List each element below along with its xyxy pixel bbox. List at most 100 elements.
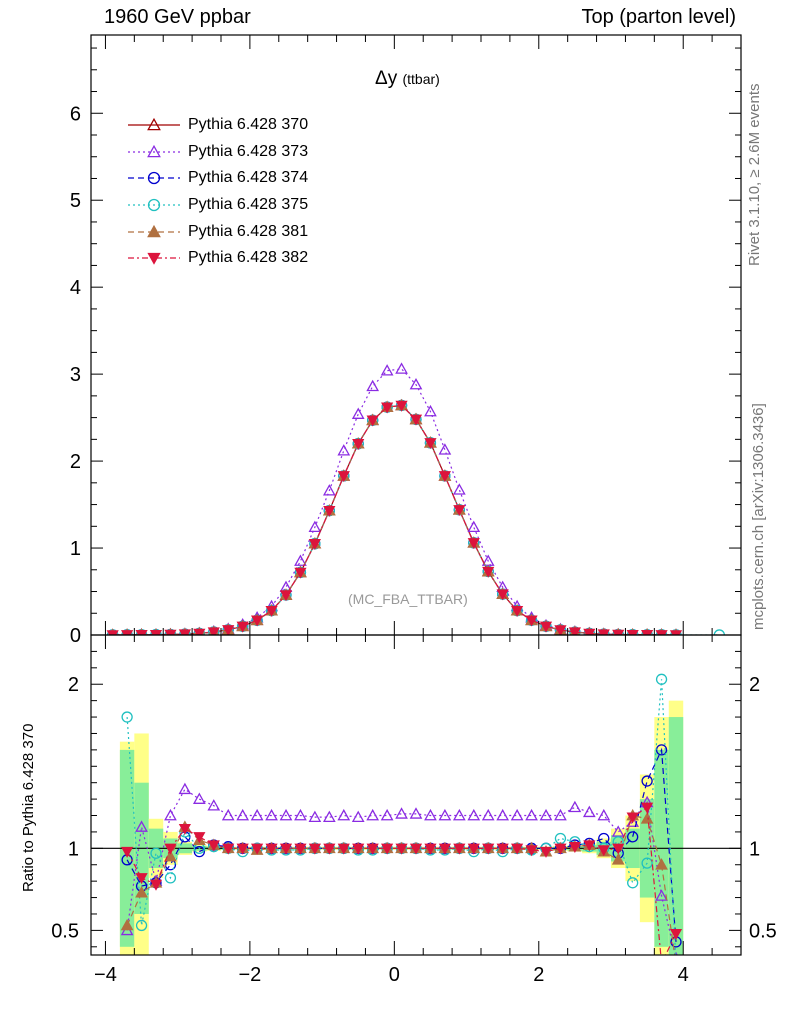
main-y-tick-label: 5 — [70, 190, 81, 212]
data-point — [366, 415, 379, 427]
data-point — [424, 404, 437, 417]
data-point — [626, 629, 639, 635]
data-point — [568, 627, 581, 635]
ratio-point — [496, 808, 510, 821]
legend-entry: Pythia 6.428 375 — [126, 192, 308, 219]
legend-entry: Pythia 6.428 373 — [126, 139, 308, 166]
data-point — [669, 630, 683, 635]
legend-entry: Pythia 6.428 370 — [126, 112, 308, 139]
ratio-point — [525, 808, 538, 821]
ratio-point — [149, 879, 163, 891]
ratio-point — [424, 843, 437, 855]
ratio-point — [381, 843, 394, 855]
plot-title-main: Δy — [375, 68, 398, 89]
ratio-point — [626, 812, 639, 824]
legend-marker-370 — [128, 118, 180, 131]
data-point — [352, 438, 365, 450]
ratio-point — [250, 808, 264, 821]
data-point — [337, 444, 351, 456]
ratio-point — [164, 849, 177, 862]
data-point — [207, 627, 220, 635]
ratio-point — [193, 845, 205, 858]
data-point — [496, 589, 509, 601]
ratio-y-tick-label: 2 — [749, 674, 760, 696]
ratio-point — [641, 857, 653, 869]
ratio-point — [164, 872, 177, 884]
collision-label: 1960 GeV ppbar — [104, 6, 251, 28]
ratio-point — [510, 808, 524, 821]
main-y-tick-label: 3 — [70, 364, 81, 386]
ratio-point — [656, 959, 667, 968]
ratio-point — [655, 889, 668, 901]
legend-entry: Pythia 6.428 374 — [126, 165, 308, 192]
ratio-point — [150, 847, 162, 859]
legend-symbol — [147, 253, 161, 266]
data-point — [511, 605, 524, 617]
data-point — [583, 628, 596, 635]
ratio-point — [279, 843, 293, 855]
ratio-point — [265, 843, 278, 855]
data-point — [149, 629, 163, 635]
ratio-point — [308, 843, 321, 855]
data-point — [438, 443, 452, 455]
data-point — [409, 414, 423, 426]
ratio-point — [482, 843, 495, 855]
ratio-point — [467, 808, 481, 821]
ratio-point — [641, 775, 653, 787]
ratio-point — [655, 858, 668, 870]
ratio-point — [221, 808, 235, 821]
ratio-point — [467, 843, 480, 855]
data-point — [612, 629, 625, 635]
rivet-version-label: Rivet 3.1.10, ≥ 2.6M events — [746, 83, 763, 267]
ratio-point — [582, 805, 596, 818]
ratio-series — [120, 673, 683, 968]
data-point — [308, 538, 321, 550]
ratio-point — [554, 808, 567, 821]
data-point — [164, 629, 177, 635]
legend-entry: Pythia 6.428 381 — [126, 218, 308, 245]
ratio-y-tick-label: 0.5 — [51, 920, 79, 942]
observable-label: Top (parton level) — [581, 6, 736, 28]
ratio-point — [583, 840, 596, 852]
ratio-point — [627, 877, 639, 889]
data-point — [395, 362, 408, 374]
ratio-line-3 — [126, 814, 676, 955]
legend-label-373: Pythia 6.428 373 — [188, 142, 309, 160]
ratio-point — [640, 812, 654, 824]
ratio-point — [452, 808, 466, 821]
data-point — [121, 630, 134, 635]
ratio-point — [135, 919, 148, 932]
legend-marker-375 — [128, 198, 180, 212]
data-point — [453, 505, 466, 517]
ratio-point — [554, 843, 567, 855]
ratio-point — [265, 808, 278, 821]
ratio-y-axis-label: Ratio to Pythia 6.428 370 — [20, 723, 37, 892]
legend-marker-382 — [128, 253, 180, 266]
plot-title: Δy (ttbar) — [375, 68, 440, 90]
ratio-point — [366, 843, 379, 855]
ratio-point — [178, 823, 191, 835]
main-y-tick-label: 0 — [70, 625, 81, 647]
data-point — [294, 554, 307, 566]
data-point — [381, 402, 394, 414]
x-tick-label: −2 — [238, 964, 261, 986]
analysis-label: (MC_FBA_TTBAR) — [348, 591, 468, 607]
data-point — [395, 400, 408, 412]
ratio-point — [251, 843, 264, 855]
ratio-point — [135, 820, 148, 832]
plot-title-sub: (ttbar) — [402, 71, 440, 87]
ratio-point — [409, 807, 423, 819]
legend-marker-381 — [128, 224, 180, 237]
ratio-line-2 — [126, 679, 677, 955]
ratio-point — [351, 810, 365, 823]
ratio-point — [438, 808, 452, 821]
legend-symbol — [147, 172, 161, 185]
ratio-point — [655, 673, 668, 685]
ratio-point — [323, 843, 336, 855]
legend-label-374: Pythia 6.428 374 — [188, 169, 309, 187]
legend-marker-373 — [128, 144, 180, 158]
ratio-point — [352, 843, 365, 855]
x-tick-label: −4 — [94, 964, 117, 986]
ratio-point — [337, 808, 351, 821]
ratio-point — [164, 808, 177, 821]
